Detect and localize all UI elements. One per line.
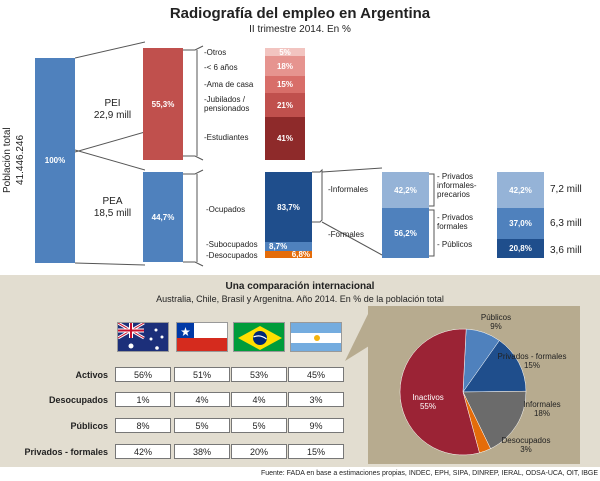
connector-lines	[75, 41, 145, 266]
sector-label-formales: - Privados formales	[437, 213, 474, 231]
ocupados-label-formales: -Formales	[328, 230, 365, 239]
row-label-publicos: Públicos	[70, 421, 108, 431]
pie-panel-pointer	[345, 312, 369, 361]
table-cell: 4%	[231, 392, 287, 407]
ocupados-label-informales: -Informales	[328, 185, 369, 194]
pei-label-estudiantes: -Estudiantes	[204, 133, 249, 142]
pei-bar-label: 55,3%	[151, 99, 175, 109]
pie-label-inactivos: Inactivos 55%	[412, 393, 444, 411]
poblacion-label: Población total	[2, 127, 13, 193]
bracket-lines	[183, 45, 204, 267]
table-cell: 45%	[288, 367, 344, 382]
table-cell: 5%	[174, 418, 230, 433]
table-cell: 3%	[288, 392, 344, 407]
pei-label-ama: -Ama de casa	[204, 80, 254, 89]
flag-australia-icon	[117, 322, 169, 352]
page-title: Radiografía del empleo en Argentina	[169, 5, 431, 22]
table-cell: 15%	[288, 444, 344, 459]
table-cell: 53%	[231, 367, 287, 382]
flag-brasil-icon	[233, 322, 285, 352]
table-cell: 5%	[231, 418, 287, 433]
source-note: Fuente: FADA en base a estimaciones prop…	[260, 470, 598, 477]
pei-label-jubilados: -Jubilados / pensionados	[204, 95, 250, 113]
sector-size-informales: 7,2 mill	[550, 184, 582, 195]
pie-label-informales: Informales 18%	[523, 400, 561, 418]
comparison-title: Una comparación internacional	[225, 281, 375, 292]
pea-bar: 44,7%	[143, 172, 183, 262]
pei-seg-otros: 5%	[265, 48, 305, 57]
table-cell: 9%	[288, 418, 344, 433]
group-pei: PEI 22,9 mill	[85, 98, 140, 122]
table-cell: 42%	[115, 444, 171, 459]
group-pea-size: 18,5 mill	[93, 208, 132, 219]
pie-slice-inactivos	[399, 328, 480, 456]
sector-seg-publicos: 20,8%	[497, 239, 544, 258]
pea-seg-ocupados: 83,7%	[265, 172, 312, 242]
total-bar: 100%	[35, 58, 75, 263]
pea-bar-label: 44,7%	[151, 212, 175, 222]
pea-seg-desocupados: 6,8%	[265, 250, 312, 259]
group-pea-name: PEA	[102, 196, 123, 207]
pea-label-desocupados: -Desocupados	[206, 251, 258, 260]
table-cell: 8%	[115, 418, 171, 433]
pie-label-publicos: Públicos 9%	[480, 313, 512, 331]
flag-chile-icon	[176, 322, 228, 352]
sector-label-publicos: - Públicos	[437, 240, 473, 249]
row-label-desocupados: Desocupados	[48, 395, 108, 405]
page-subtitle: II trimestre 2014. En %	[249, 24, 351, 35]
sector-seg-formales: 37,0%	[497, 208, 544, 239]
table-cell: 1%	[115, 392, 171, 407]
pei-label-menores: -< 6 años	[204, 63, 238, 72]
pei-seg-ama: 15%	[265, 76, 305, 93]
table-cell: 38%	[174, 444, 230, 459]
bracket-sector	[429, 173, 435, 257]
sector-size-publicos: 3,6 mill	[550, 245, 582, 256]
group-pei-size: 22,9 mill	[93, 110, 132, 121]
table-cell: 51%	[174, 367, 230, 382]
pea-label-subocupados: -Subocupados	[206, 240, 258, 249]
flag-argentina-icon	[290, 322, 342, 352]
connector-ocupados	[312, 167, 383, 256]
pie-slice-informales	[462, 390, 527, 449]
row-label-privados-formales: Privados - formales	[24, 447, 108, 457]
table-cell: 20%	[231, 444, 287, 459]
pie-chart	[399, 328, 527, 456]
ocupados-seg-formales: 56,2%	[382, 208, 429, 258]
table-cell: 4%	[174, 392, 230, 407]
ocupados-seg-informales: 42,2%	[382, 172, 429, 208]
pie-slice-privados-formales	[462, 340, 527, 393]
poblacion-value: 41.446.246	[15, 134, 26, 186]
pei-bar: 55,3%	[143, 48, 183, 160]
sector-size-formales: 6,3 mill	[550, 218, 582, 229]
pei-seg-estudiantes: 41%	[265, 117, 305, 160]
row-label-activos: Activos	[75, 370, 108, 380]
comparison-subtitle: Australia, Chile, Brasil y Argenitna. Añ…	[156, 294, 444, 304]
pie-label-privados-formales: Privados - formales 15%	[497, 352, 567, 370]
pei-seg-jubilados: 21%	[265, 93, 305, 117]
sector-seg-informales: 42,2%	[497, 172, 544, 208]
group-pei-name: PEI	[104, 98, 121, 109]
table-cell: 56%	[115, 367, 171, 382]
pie-label-desocupados: Desocupados 3%	[501, 436, 551, 454]
pei-label-otros: -Otros	[204, 48, 227, 57]
pea-label-ocupados: -Ocupados	[206, 205, 246, 214]
group-pea: PEA 18,5 mill	[85, 196, 140, 220]
pea-seg-subocupados: 8,7%	[265, 242, 312, 251]
sector-label-informales: - Privados informales-precarios	[437, 172, 477, 199]
pei-seg-menores: 18%	[265, 56, 305, 76]
total-bar-label: 100%	[44, 156, 66, 165]
